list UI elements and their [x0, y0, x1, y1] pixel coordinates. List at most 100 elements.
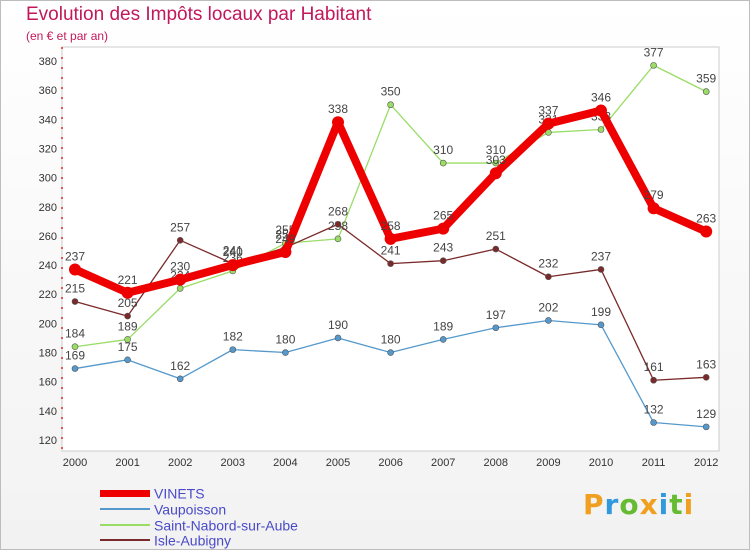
logo-letter: t	[669, 488, 684, 521]
data-label: 241	[223, 244, 243, 258]
data-point	[650, 62, 657, 69]
data-label: 237	[65, 249, 85, 263]
data-point	[124, 356, 131, 364]
data-point	[439, 257, 447, 265]
data-label: 258	[381, 219, 401, 233]
data-label: 232	[538, 257, 558, 271]
data-label: 189	[118, 319, 138, 333]
x-tick-label: 2004	[273, 457, 297, 469]
data-point	[71, 365, 79, 372]
legend-item: Saint-Nabord-sur-Aube	[100, 516, 298, 534]
data-label: 249	[275, 232, 295, 246]
data-label: 243	[433, 241, 453, 255]
data-point	[597, 321, 605, 329]
data-point	[176, 236, 184, 244]
data-label: 189	[433, 319, 453, 333]
x-tick-label: 2000	[63, 457, 87, 469]
data-label: 175	[118, 340, 138, 354]
data-point	[489, 167, 502, 180]
logo-letter: P	[583, 488, 605, 521]
data-label: 132	[644, 403, 664, 417]
legend-label: Saint-Nabord-sur-Aube	[154, 517, 298, 534]
data-label: 251	[486, 229, 506, 243]
legend-label: Vaupoisson	[154, 501, 227, 518]
data-label: 161	[644, 360, 664, 374]
y-tick-label: 260	[39, 231, 57, 243]
data-point	[279, 245, 292, 258]
data-label: 221	[118, 273, 138, 287]
data-point	[387, 349, 394, 356]
data-label: 199	[591, 305, 611, 319]
y-tick-label: 200	[39, 318, 57, 330]
legend-swatch	[100, 489, 150, 497]
y-tick-label: 220	[39, 289, 57, 301]
x-tick-label: 2005	[326, 457, 350, 469]
plot-area	[61, 46, 720, 452]
data-point	[492, 159, 500, 167]
data-label: 279	[644, 188, 664, 202]
data-point	[542, 117, 555, 130]
data-point	[492, 245, 500, 253]
data-label: 257	[170, 220, 190, 234]
y-tick-label: 300	[39, 173, 57, 185]
data-point	[71, 298, 79, 305]
logo-letter: r	[604, 488, 620, 521]
data-point	[700, 225, 713, 238]
data-label: 241	[381, 244, 401, 258]
y-tick-label: 120	[39, 435, 57, 447]
data-point	[121, 286, 134, 299]
y-tick-label: 380	[39, 56, 57, 68]
data-point	[702, 88, 710, 95]
data-label: 346	[591, 91, 611, 105]
legend-swatch	[100, 508, 150, 511]
y-tick-label: 140	[39, 406, 57, 418]
logo-letter: o	[619, 488, 640, 521]
data-point	[702, 374, 710, 381]
legend-label: Isle-Aubigny	[154, 532, 232, 549]
y-tick-label: 180	[39, 348, 57, 360]
x-tick-label: 2012	[694, 457, 718, 469]
data-point	[384, 232, 397, 245]
data-label: 337	[538, 104, 558, 118]
legend-swatch	[100, 539, 150, 542]
data-point	[439, 336, 447, 343]
y-tick-label: 320	[39, 143, 57, 155]
logo-letter: x	[639, 488, 659, 521]
data-point	[387, 101, 394, 109]
data-point	[226, 259, 239, 272]
data-label: 265	[433, 209, 453, 223]
data-label: 197	[486, 308, 506, 322]
legend-item: VINETS	[100, 484, 205, 501]
x-tick-label: 2001	[115, 457, 139, 469]
data-label: 184	[65, 327, 85, 341]
data-point	[387, 260, 394, 267]
data-point	[545, 273, 552, 281]
data-label: 263	[696, 212, 716, 226]
data-point	[174, 273, 187, 286]
data-label: 169	[65, 349, 85, 363]
data-label: 237	[591, 249, 611, 263]
y-tick-label: 160	[39, 377, 57, 389]
data-label: 180	[381, 333, 401, 347]
data-point	[492, 324, 500, 332]
y-tick-label: 360	[39, 85, 57, 97]
data-label: 215	[65, 282, 85, 296]
data-label: 240	[223, 245, 243, 259]
data-point	[647, 202, 660, 215]
x-tick-label: 2003	[221, 457, 245, 469]
data-point	[439, 159, 447, 167]
data-label: 377	[644, 45, 664, 59]
data-point	[595, 104, 607, 117]
data-point	[437, 222, 450, 235]
data-label: 180	[275, 333, 295, 347]
data-point	[597, 266, 605, 273]
logo-letter: i	[683, 488, 695, 521]
x-tick-label: 2006	[378, 457, 402, 469]
data-label: 310	[486, 143, 506, 157]
data-label: 350	[381, 85, 401, 99]
data-point	[69, 263, 81, 276]
data-point	[597, 126, 605, 133]
data-point	[334, 220, 342, 228]
legend-swatch	[100, 524, 150, 527]
